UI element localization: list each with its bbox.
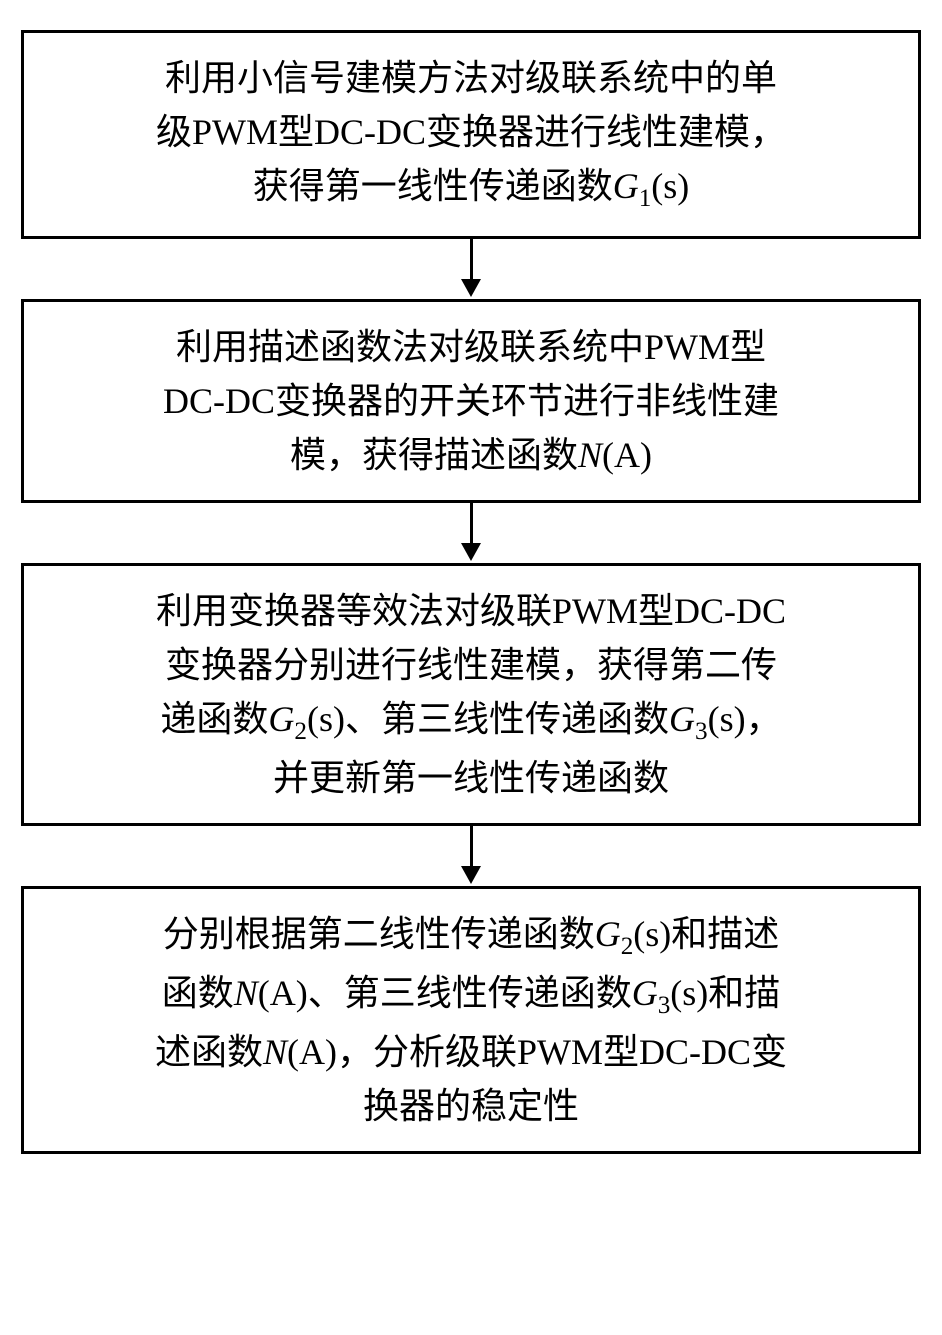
flowchart-step-3: 利用变换器等效法对级联PWM型DC-DC变换器分别进行线性建模，获得第二传递函数… (21, 563, 921, 826)
step-4-text: 分别根据第二线性传递函数G2(s)和描述函数N(A)、第三线性传递函数G3(s)… (155, 914, 787, 1126)
flowchart-container: 利用小信号建模方法对级联系统中的单级PWM型DC-DC变换器进行线性建模，获得第… (21, 30, 921, 1154)
step-2-text: 利用描述函数法对级联系统中PWM型DC-DC变换器的开关环节进行非线性建模，获得… (163, 327, 779, 475)
arrow-line-icon (470, 826, 473, 866)
arrow-head-icon (461, 543, 481, 561)
arrow-head-icon (461, 279, 481, 297)
flowchart-step-2: 利用描述函数法对级联系统中PWM型DC-DC变换器的开关环节进行非线性建模，获得… (21, 299, 921, 503)
arrow-1 (461, 239, 481, 299)
arrow-line-icon (470, 239, 473, 279)
arrow-head-icon (461, 866, 481, 884)
step-1-text: 利用小信号建模方法对级联系统中的单级PWM型DC-DC变换器进行线性建模，获得第… (156, 58, 786, 206)
arrow-line-icon (470, 503, 473, 543)
arrow-2 (461, 503, 481, 563)
arrow-3 (461, 826, 481, 886)
step-3-text: 利用变换器等效法对级联PWM型DC-DC变换器分别进行线性建模，获得第二传递函数… (156, 591, 786, 798)
flowchart-step-1: 利用小信号建模方法对级联系统中的单级PWM型DC-DC变换器进行线性建模，获得第… (21, 30, 921, 239)
flowchart-step-4: 分别根据第二线性传递函数G2(s)和描述函数N(A)、第三线性传递函数G3(s)… (21, 886, 921, 1154)
